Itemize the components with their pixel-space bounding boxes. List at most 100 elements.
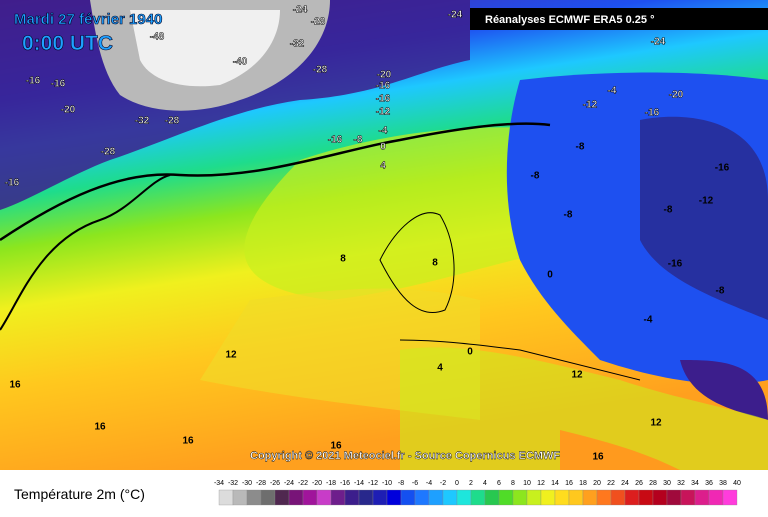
contour-label: -24 xyxy=(293,5,308,16)
legend-title: Température 2m (°C) xyxy=(14,486,145,502)
scale-swatch xyxy=(652,489,668,506)
contour-label: 16 xyxy=(182,436,194,447)
contour-label: 8 xyxy=(432,258,438,269)
scale-label: -4 xyxy=(426,480,432,487)
scale-label: 24 xyxy=(621,480,629,487)
contour-label: -16 xyxy=(376,94,391,105)
contour-label: -40 xyxy=(233,57,248,68)
scale-swatch xyxy=(512,489,528,506)
contour-label: -12 xyxy=(699,196,714,207)
contour-label: -20 xyxy=(61,105,76,116)
contour-label: -4 xyxy=(379,126,388,137)
scale-swatch xyxy=(484,489,500,506)
scale-label: 36 xyxy=(705,480,713,487)
scale-label: -26 xyxy=(270,480,280,487)
scale-label: 18 xyxy=(579,480,587,487)
scale-swatch xyxy=(722,489,738,506)
scale-swatch xyxy=(470,489,486,506)
copyright: Copyright © 2021 Meteociel.fr - Source C… xyxy=(250,450,560,462)
scale-label: -20 xyxy=(312,480,322,487)
scale-label: 8 xyxy=(511,480,515,487)
contour-label: -16 xyxy=(51,79,66,90)
contour-label: -12 xyxy=(583,100,598,111)
contour-label: 16 xyxy=(94,422,106,433)
contour-label: -16 xyxy=(668,259,683,270)
contour-label: -28 xyxy=(311,17,326,28)
contour-label: -8 xyxy=(664,205,673,216)
contour-label: 16 xyxy=(592,452,604,463)
scale-swatch xyxy=(330,489,346,506)
contour-label: -8 xyxy=(576,142,585,153)
scale-swatch xyxy=(582,489,598,506)
scale-swatch xyxy=(456,489,472,506)
contour-label: 4 xyxy=(380,161,386,172)
scale-label: -28 xyxy=(256,480,266,487)
contour-label: -4 xyxy=(644,315,653,326)
scale-swatch xyxy=(610,489,626,506)
scale-label: -18 xyxy=(326,480,336,487)
map-date: Mardi 27 février 1940 xyxy=(14,11,162,28)
scale-label: 14 xyxy=(551,480,559,487)
scale-swatch xyxy=(246,489,262,506)
map-time: 0:00 UTC xyxy=(22,32,113,55)
scale-label: 0 xyxy=(455,480,459,487)
scale-label: -2 xyxy=(440,480,446,487)
contour-label: 0 xyxy=(467,347,473,358)
source-text: Réanalyses ECMWF ERA5 0.25 ° xyxy=(485,14,654,26)
contour-label: -8 xyxy=(531,171,540,182)
contour-label: -16 xyxy=(328,135,343,146)
scale-swatch xyxy=(666,489,682,506)
contour-label: -32 xyxy=(135,116,150,127)
scale-label: -34 xyxy=(214,480,224,487)
contour-label: -20 xyxy=(377,70,392,81)
contour-label: -20 xyxy=(669,90,684,101)
scale-swatch xyxy=(302,489,318,506)
contour-label: -24 xyxy=(448,10,463,21)
scale-label: 22 xyxy=(607,480,615,487)
contour-label: -28 xyxy=(313,65,328,76)
scale-label: -16 xyxy=(340,480,350,487)
scale-label: 10 xyxy=(523,480,531,487)
contour-label: -8 xyxy=(354,135,363,146)
contour-label: -24 xyxy=(651,37,666,48)
scale-label: 38 xyxy=(719,480,727,487)
scale-label: 16 xyxy=(565,480,573,487)
contour-label: -16 xyxy=(715,163,730,174)
scale-swatch xyxy=(344,489,360,506)
scale-label: 30 xyxy=(663,480,671,487)
scale-swatch xyxy=(596,489,612,506)
contour-labels: -24-28-24-24-48-32-40-28-16 -16-20-16-16-… xyxy=(5,4,730,463)
scale-label: 32 xyxy=(677,480,685,487)
scale-swatch xyxy=(232,489,248,506)
scale-swatch xyxy=(372,489,388,506)
contour-label: -4 xyxy=(608,86,617,97)
scale-swatch xyxy=(540,489,556,506)
scale-label: -10 xyxy=(382,480,392,487)
scale-label: 6 xyxy=(497,480,501,487)
contour-label: -28 xyxy=(165,116,180,127)
scale-swatch xyxy=(568,489,584,506)
scale-label: 40 xyxy=(733,480,741,487)
scale-label: 28 xyxy=(649,480,657,487)
scale-label: 34 xyxy=(691,480,699,487)
contour-label: -16 xyxy=(26,76,41,87)
scale-swatch xyxy=(428,489,444,506)
scale-label: 12 xyxy=(537,480,545,487)
contour-label: 0 xyxy=(380,142,386,153)
contour-label: -12 xyxy=(376,107,391,118)
scale-swatch xyxy=(358,489,374,506)
scale-label: -8 xyxy=(398,480,404,487)
contour-label: 16 xyxy=(330,441,342,452)
scale-swatch xyxy=(694,489,710,506)
scale-swatch xyxy=(554,489,570,506)
scale-swatch xyxy=(316,489,332,506)
contour-label: 0 xyxy=(547,270,553,281)
scale-label: 26 xyxy=(635,480,643,487)
contour-label: 12 xyxy=(571,370,583,381)
contour-label: 16 xyxy=(9,380,21,391)
scale-label: -24 xyxy=(284,480,294,487)
contour-label: 8 xyxy=(340,254,346,265)
scale-swatch xyxy=(526,489,542,506)
scale-label: -12 xyxy=(368,480,378,487)
